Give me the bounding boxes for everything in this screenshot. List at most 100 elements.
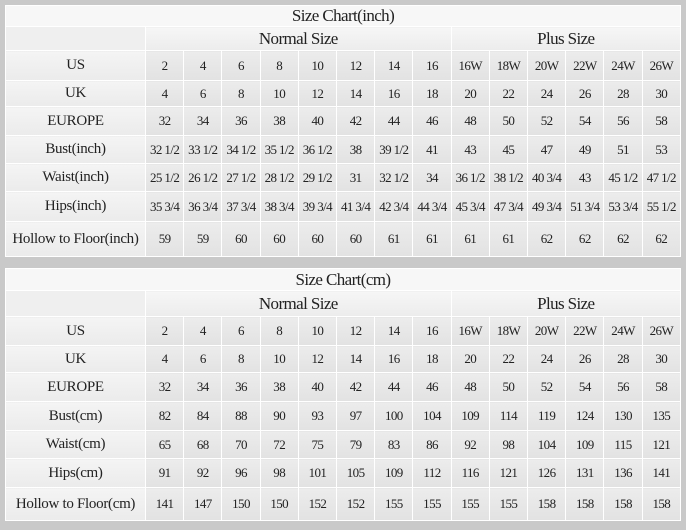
size-cell: 59 [144, 221, 185, 257]
row-label: EUROPE [5, 106, 146, 136]
size-cell: 44 [374, 372, 414, 402]
size-cell: 62 [527, 221, 567, 257]
size-cell: 104 [412, 401, 452, 431]
size-cell: 14 [336, 80, 376, 107]
size-cell: 2 [144, 316, 185, 346]
size-cell: 22 [488, 80, 529, 107]
size-cell: 54 [565, 106, 605, 136]
size-cell: 79 [336, 430, 376, 459]
size-cell: 70 [221, 430, 261, 459]
size-cell: 6 [221, 50, 261, 81]
size-cell: 30 [641, 80, 682, 107]
size-cell: 45 [488, 135, 529, 164]
size-cell: 38 1/2 [488, 163, 529, 192]
size-cell: 36 3/4 [183, 191, 223, 222]
size-cell: 155 [412, 487, 452, 521]
size-cell: 60 [221, 221, 261, 257]
size-cell: 124 [565, 401, 605, 431]
size-cell: 88 [221, 401, 261, 431]
size-cell: 34 [412, 163, 452, 192]
size-cell: 16 [412, 50, 452, 81]
table-row: Bust(cm) 82 84 88 90 93 97 100 104 109 114 119 124 13… [5, 401, 682, 431]
size-cell: 158 [603, 487, 643, 521]
size-cell: 30 [641, 345, 682, 373]
size-cell: 141 [144, 487, 185, 521]
size-cell: 65 [144, 430, 185, 459]
size-cell: 147 [183, 487, 223, 521]
size-cell: 10 [297, 50, 338, 81]
size-cell: 2 [144, 50, 185, 81]
size-cell: 38 [336, 135, 376, 164]
size-cell: 104 [527, 430, 567, 459]
size-cell: 61 [374, 221, 414, 257]
size-cell: 49 [565, 135, 605, 164]
group-normal-size: Normal Size [145, 26, 452, 51]
size-cell: 32 [144, 106, 185, 136]
size-cell: 60 [259, 221, 299, 257]
size-cell: 38 [259, 106, 299, 136]
size-cell: 44 3/4 [412, 191, 452, 222]
size-cell: 121 [488, 458, 529, 488]
size-cell: 37 3/4 [221, 191, 261, 222]
size-cell: 150 [259, 487, 299, 521]
size-cell: 35 3/4 [144, 191, 185, 222]
size-cell: 10 [297, 316, 338, 346]
chart-title: Size Chart(inch) [5, 5, 681, 27]
size-cell: 109 [565, 430, 605, 459]
size-cell: 14 [336, 345, 376, 373]
size-cell: 36 1/2 [297, 135, 338, 164]
size-cell: 40 [297, 372, 338, 402]
size-cell: 141 [641, 458, 682, 488]
size-cell: 6 [183, 345, 223, 373]
size-cell: 4 [183, 50, 223, 81]
row-label: Bust(inch) [5, 135, 146, 164]
corner-cell [5, 290, 146, 317]
size-cell: 39 3/4 [297, 191, 338, 222]
size-cell: 155 [374, 487, 414, 521]
size-cell: 45 1/2 [603, 163, 643, 192]
size-cell: 27 1/2 [221, 163, 261, 192]
size-cell: 42 3/4 [374, 191, 414, 222]
size-cell: 16 [374, 80, 414, 107]
size-cell: 93 [297, 401, 338, 431]
size-cell: 109 [374, 458, 414, 488]
size-cell: 60 [297, 221, 338, 257]
group-plus-size: Plus Size [450, 26, 682, 51]
size-cell: 26 1/2 [183, 163, 223, 192]
row-label: Bust(cm) [5, 401, 146, 431]
size-cell: 116 [450, 458, 490, 488]
size-cell: 31 [336, 163, 376, 192]
size-cell: 20W [527, 316, 567, 346]
size-cell: 25 1/2 [144, 163, 185, 192]
size-cell: 26 [565, 80, 605, 107]
table-row: Hips(cm) 91 92 96 98 101 105 109 112 116 121 126 131… [5, 458, 682, 488]
size-cell: 8 [221, 345, 261, 373]
size-cell: 43 [450, 135, 490, 164]
size-cell: 18W [488, 316, 529, 346]
size-cell: 22 [488, 345, 529, 373]
size-cell: 36 [221, 106, 261, 136]
table-row: Bust(inch) 32 1/2 33 1/2 34 1/2 35 1/2 36 1/2… [5, 135, 682, 164]
row-label: US [5, 50, 146, 81]
size-chart-inch: Size Chart(inch) Normal Size Plus Size US 2 4… [5, 5, 682, 257]
size-cell: 52 [527, 106, 567, 136]
size-cell: 100 [374, 401, 414, 431]
size-cell: 8 [221, 80, 261, 107]
size-cell: 82 [144, 401, 185, 431]
size-cell: 47 3/4 [488, 191, 529, 222]
size-cell: 24 [527, 80, 567, 107]
size-cell: 26W [641, 316, 682, 346]
size-table: Size Chart(inch) Normal Size Plus Size US 2 4… [5, 5, 682, 257]
size-cell: 34 [183, 372, 223, 402]
size-cell: 20 [450, 80, 490, 107]
size-cell: 152 [336, 487, 376, 521]
size-cell: 51 [603, 135, 643, 164]
size-cell: 43 [565, 163, 605, 192]
size-cell: 10 [259, 345, 299, 373]
group-normal-size: Normal Size [145, 290, 452, 317]
size-cell: 90 [259, 401, 299, 431]
table-row: Hips(inch) 35 3/4 36 3/4 37 3/4 38 3/4 39 3/4… [5, 191, 682, 222]
size-cell: 51 3/4 [565, 191, 605, 222]
size-cell: 96 [221, 458, 261, 488]
size-cell: 59 [183, 221, 223, 257]
